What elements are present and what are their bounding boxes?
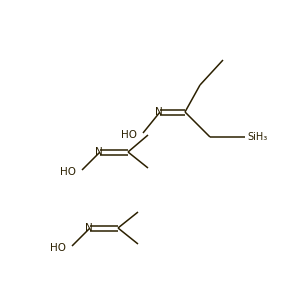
Text: N: N: [155, 107, 163, 117]
Text: N: N: [95, 147, 103, 157]
Text: SiH₃: SiH₃: [247, 132, 267, 142]
Text: HO: HO: [121, 130, 137, 140]
Text: N: N: [85, 223, 93, 233]
Text: HO: HO: [60, 167, 76, 177]
Text: HO: HO: [50, 243, 66, 253]
